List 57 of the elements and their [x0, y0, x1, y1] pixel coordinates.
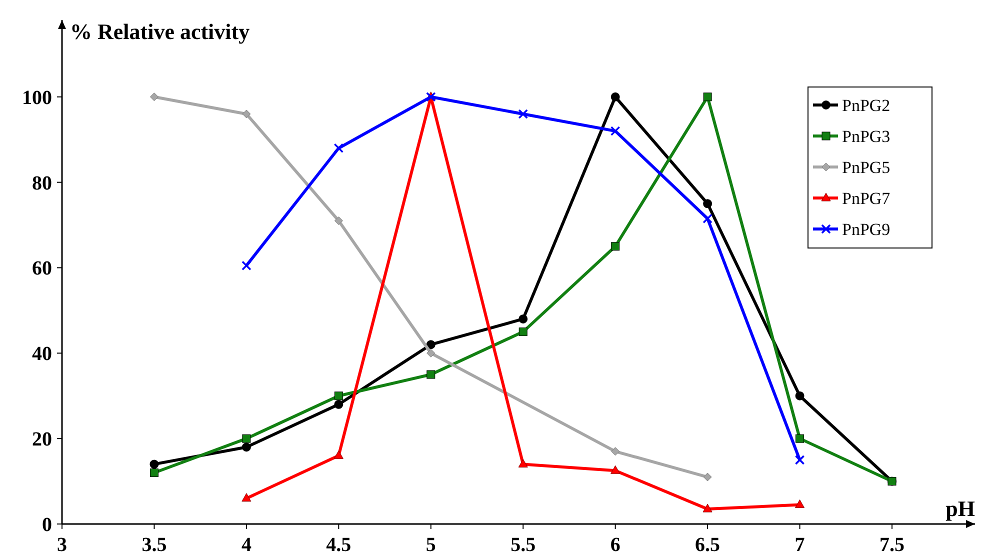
point — [518, 458, 528, 468]
point — [518, 328, 528, 336]
point — [610, 126, 620, 136]
point — [426, 348, 436, 358]
y-tick-label: 60 — [32, 258, 52, 280]
point — [611, 242, 620, 251]
x-tick-label: 6 — [610, 534, 620, 556]
point — [242, 493, 252, 502]
y-tick-label: 20 — [32, 428, 52, 451]
point — [426, 370, 436, 379]
point — [242, 442, 251, 452]
legend-label: PnPG5 — [842, 158, 890, 177]
legend-label: PnPG3 — [842, 127, 890, 146]
point — [334, 450, 344, 459]
legend-label: PnPG9 — [842, 220, 890, 239]
point — [795, 391, 804, 400]
point — [794, 455, 805, 465]
point — [150, 92, 158, 102]
point — [334, 216, 343, 225]
point — [242, 434, 251, 443]
point — [334, 400, 344, 409]
point — [426, 340, 436, 350]
point — [610, 92, 620, 102]
point — [703, 472, 712, 482]
y-axis-title: % Relative activity — [70, 19, 250, 44]
point — [796, 434, 804, 443]
x-axis-title: pH — [946, 496, 975, 521]
point — [518, 109, 528, 119]
point — [703, 199, 712, 208]
point — [150, 460, 159, 469]
point — [611, 447, 620, 456]
point — [702, 504, 712, 512]
legend-label: PnPG2 — [842, 96, 890, 115]
point — [242, 260, 252, 270]
x-tick-label: 3.5 — [142, 534, 167, 556]
point — [703, 92, 712, 102]
point — [334, 143, 344, 154]
x-tick-label: 7 — [794, 534, 805, 556]
x-tick-label: 3 — [57, 534, 67, 556]
x-tick-label: 4 — [241, 534, 252, 556]
point — [242, 110, 251, 118]
point — [334, 392, 343, 400]
legend-label: PnPG7 — [842, 189, 891, 208]
y-tick-label: 80 — [32, 172, 52, 194]
y-tick-label: 40 — [32, 343, 52, 366]
x-tick-label: 5 — [426, 534, 436, 556]
x-tick-label: 6.5 — [695, 534, 720, 556]
y-tick-label: 100 — [22, 86, 52, 109]
point — [518, 314, 528, 324]
x-tick-label: 7.5 — [880, 534, 904, 556]
point — [795, 500, 805, 508]
point — [702, 214, 712, 224]
x-tick-label: 5.5 — [510, 534, 536, 556]
y-tick-label: 0 — [42, 514, 52, 536]
point — [610, 465, 620, 474]
x-tick-label: 4.5 — [326, 534, 352, 556]
point — [150, 468, 158, 477]
